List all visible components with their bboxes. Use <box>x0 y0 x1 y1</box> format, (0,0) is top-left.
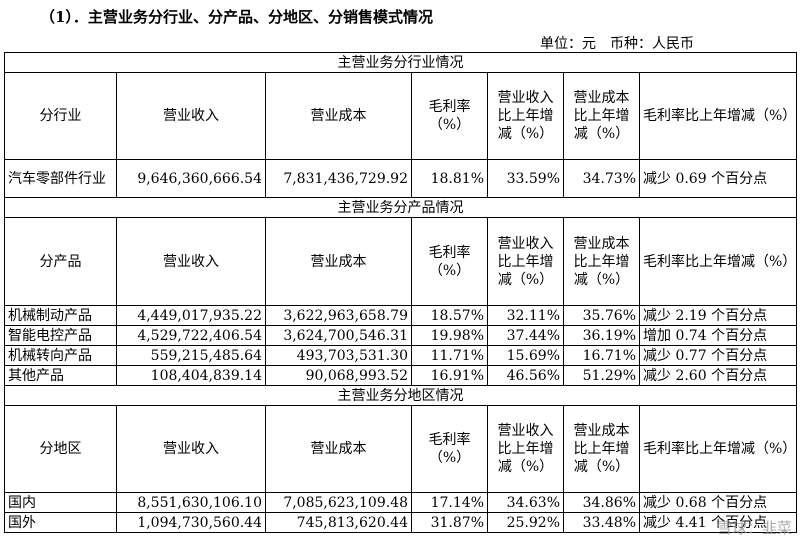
cell-margin: 17.14% <box>411 492 488 513</box>
header-cost: 营业成本 <box>265 72 412 160</box>
cell-margin-change: 减少 0.77 个百分点 <box>639 345 797 366</box>
cell-margin-change: 减少 2.19 个百分点 <box>639 305 797 326</box>
section-title-industry: 主营业务分行业情况 <box>4 52 797 73</box>
cell-margin-change: 减少 0.69 个百分点 <box>639 159 797 198</box>
cell-revenue-change: 46.56% <box>487 365 564 386</box>
table-row: 汽车零部件行业 9,646,360,666.54 7,831,436,729.9… <box>4 159 797 198</box>
header-margin-change: 毛利率比上年增减（%） <box>639 217 797 306</box>
header-cost: 营业成本 <box>265 217 412 306</box>
cell-cost-change: 34.86% <box>563 492 640 513</box>
unit-currency-line: 单位：元 币种：人民币 <box>540 36 694 52</box>
header-cost-change: 营业成本比上年增减（%） <box>563 405 640 493</box>
cell-margin-change: 增加 0.74 个百分点 <box>639 325 797 346</box>
cell-cost-change: 16.71% <box>563 345 640 366</box>
cell-cost-change: 36.19% <box>563 325 640 346</box>
cell-margin-change: 减少 4.41 个百分点 <box>639 512 797 533</box>
cell-margin-change: 减少 2.60 个百分点 <box>639 365 797 386</box>
header-cost-change: 营业成本比上年增减（%） <box>563 217 640 306</box>
section-heading: （1）．主营业务分行业、分产品、分地区、分销售模式情况 <box>40 8 433 26</box>
cell-margin: 11.71% <box>411 345 488 366</box>
cell-revenue: 4,449,017,935.22 <box>116 305 266 326</box>
row-label: 智能电控产品 <box>4 325 117 346</box>
cell-cost: 7,085,623,109.48 <box>265 492 412 513</box>
header-revenue-change: 营业收入比上年增减（%） <box>487 217 564 306</box>
header-first-col: 分产品 <box>4 217 117 306</box>
cell-cost: 90,068,993.52 <box>265 365 412 386</box>
cell-cost: 3,622,963,658.79 <box>265 305 412 326</box>
cell-margin: 19.98% <box>411 325 488 346</box>
cell-revenue-change: 33.59% <box>487 159 564 198</box>
cell-revenue: 8,551,630,106.10 <box>116 492 266 513</box>
cell-margin-change: 减少 0.68 个百分点 <box>639 492 797 513</box>
header-margin-change: 毛利率比上年增减（%） <box>639 405 797 493</box>
table-row: 其他产品 108,404,839.14 90,068,993.52 16.91%… <box>4 365 797 386</box>
row-label: 汽车零部件行业 <box>4 159 117 198</box>
cell-revenue-change: 15.69% <box>487 345 564 366</box>
cell-margin: 31.87% <box>411 512 488 533</box>
cell-margin: 18.57% <box>411 305 488 326</box>
cell-revenue: 1,094,730,560.44 <box>116 512 266 533</box>
table-row: 国外 1,094,730,560.44 745,813,620.44 31.87… <box>4 512 797 533</box>
header-revenue: 营业收入 <box>116 217 266 306</box>
cell-revenue-change: 37.44% <box>487 325 564 346</box>
section-title-region: 主营业务分地区情况 <box>4 385 797 406</box>
header-cost-change: 营业成本比上年增减（%） <box>563 72 640 160</box>
cell-revenue-change: 32.11% <box>487 305 564 326</box>
cell-revenue: 559,215,485.64 <box>116 345 266 366</box>
cell-cost: 493,703,531.30 <box>265 345 412 366</box>
header-margin-change: 毛利率比上年增减（%） <box>639 72 797 160</box>
row-label: 国外 <box>4 512 117 533</box>
cell-revenue-change: 25.92% <box>487 512 564 533</box>
main-business-table: 主营业务分行业情况 分行业 营业收入 营业成本 毛利率（%） 营业收入比上年增减… <box>4 52 797 533</box>
header-first-col: 分地区 <box>4 405 117 493</box>
header-revenue: 营业收入 <box>116 72 266 160</box>
watermark: 雪球：韭菜 <box>716 519 792 537</box>
cell-cost: 745,813,620.44 <box>265 512 412 533</box>
cell-cost-change: 35.76% <box>563 305 640 326</box>
header-cost: 营业成本 <box>265 405 412 493</box>
table-row: 国内 8,551,630,106.10 7,085,623,109.48 17.… <box>4 492 797 513</box>
cell-revenue: 108,404,839.14 <box>116 365 266 386</box>
header-revenue-change: 营业收入比上年增减（%） <box>487 405 564 493</box>
cell-cost: 3,624,700,546.31 <box>265 325 412 346</box>
row-label: 国内 <box>4 492 117 513</box>
cell-margin: 18.81% <box>411 159 488 198</box>
header-revenue-change: 营业收入比上年增减（%） <box>487 72 564 160</box>
row-label: 机械制动产品 <box>4 305 117 326</box>
table-row: 智能电控产品 4,529,722,406.54 3,624,700,546.31… <box>4 325 797 346</box>
cell-margin: 16.91% <box>411 365 488 386</box>
cell-revenue: 4,529,722,406.54 <box>116 325 266 346</box>
header-margin: 毛利率（%） <box>411 217 488 306</box>
table-row: 机械转向产品 559,215,485.64 493,703,531.30 11.… <box>4 345 797 366</box>
header-first-col: 分行业 <box>4 72 117 160</box>
row-label: 其他产品 <box>4 365 117 386</box>
row-label: 机械转向产品 <box>4 345 117 366</box>
cell-revenue: 9,646,360,666.54 <box>116 159 266 198</box>
header-margin: 毛利率（%） <box>411 405 488 493</box>
header-margin: 毛利率（%） <box>411 72 488 160</box>
cell-cost-change: 34.73% <box>563 159 640 198</box>
header-revenue: 营业收入 <box>116 405 266 493</box>
section-title-product: 主营业务分产品情况 <box>4 197 797 218</box>
cell-revenue-change: 34.63% <box>487 492 564 513</box>
cell-cost-change: 51.29% <box>563 365 640 386</box>
table-row: 机械制动产品 4,449,017,935.22 3,622,963,658.79… <box>4 305 797 326</box>
cell-cost-change: 33.48% <box>563 512 640 533</box>
cell-cost: 7,831,436,729.92 <box>265 159 412 198</box>
